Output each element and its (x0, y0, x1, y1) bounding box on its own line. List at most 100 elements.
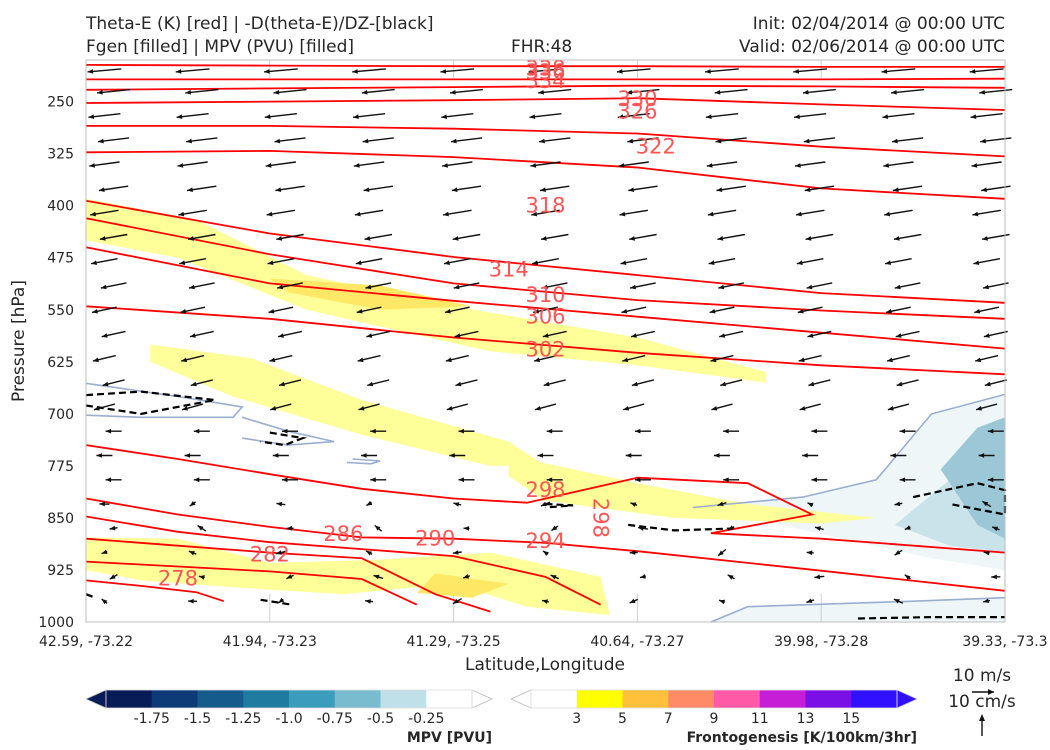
wind-vector-arrowhead (723, 428, 729, 434)
wind-vector-arrowhead (804, 187, 811, 192)
wind-vector-arrowhead (354, 211, 361, 217)
wind-vector-arrowhead (894, 501, 901, 507)
wind-vector-arrowhead (92, 357, 99, 363)
wind-vector-arrowhead (362, 138, 369, 144)
fgen-colorbar-min-extension (510, 689, 532, 709)
wind-vector-arrowhead (805, 236, 812, 241)
mpv-outline-contour-3 (692, 393, 1006, 509)
wind-vector-arrowhead (355, 260, 362, 265)
fgen-colorbar-swatch (805, 690, 852, 708)
wind-vector-arrowhead (275, 187, 282, 192)
y-tick-label: 700 (47, 407, 74, 423)
fgen-colorbar-tick-label: 15 (842, 711, 860, 727)
theta-e-contour-314 (85, 199, 1006, 304)
wind-vector-arrowhead (88, 114, 95, 119)
mpv-colorbar-swatch (334, 690, 381, 708)
wind-vector-arrowhead (542, 599, 548, 604)
wind-vector-arrowhead (279, 381, 285, 387)
wind-vector-arrowhead (189, 284, 195, 290)
wind-vector-arrowhead (363, 187, 370, 192)
wind-vector-arrowhead (814, 574, 821, 580)
mpv-colorbar-swatch (243, 690, 290, 708)
wind-vector-arrowhead (631, 381, 638, 387)
wind-vector-arrowhead (370, 477, 376, 483)
wind-vector-shaft (969, 68, 1004, 73)
wind-vector-arrowhead (267, 260, 274, 265)
fgen-colorbar-tick-label: 13 (797, 711, 815, 727)
theta-e-contour-310 (85, 217, 1006, 320)
mpv-colorbar-tick-label: -0.5 (367, 711, 394, 727)
wind-reference-horizontal-arrowhead (988, 689, 994, 695)
wind-vector-arrowhead (361, 453, 367, 458)
mpv-colorbar-tick-label: -1.75 (134, 711, 170, 727)
wind-vector-arrowhead (983, 284, 989, 290)
theta-e-contour-290 (85, 515, 602, 606)
theta-e-label-298: 298 (589, 498, 613, 538)
wind-vector-arrowhead (89, 163, 96, 168)
wind-vector-arrowhead (811, 477, 817, 483)
wind-vector-arrowhead (443, 211, 449, 217)
fgen-colorbar-swatch (714, 690, 761, 708)
wind-vector-arrowhead (537, 453, 543, 458)
wind-vector-arrowhead (370, 428, 376, 434)
wind-vector-arrowhead (887, 357, 893, 363)
fgen-colorbar-max-extension (896, 689, 918, 709)
wind-vector-arrowhead (707, 211, 714, 217)
wind-vector-arrowhead (358, 406, 365, 411)
wind-vector-arrowhead (885, 260, 891, 265)
wind-vector-arrowhead (618, 163, 625, 168)
theta-e-label-294: 294 (525, 529, 565, 553)
fgen-colorbar-swatch (668, 690, 715, 708)
wind-vector-arrowhead (446, 406, 453, 411)
x-tick-label: 40.64, -73.27 (590, 634, 684, 650)
theta-e-label-298: 298 (525, 478, 565, 502)
mpv-fill-region-2 (940, 417, 1005, 539)
wind-vector-arrowhead (987, 428, 994, 434)
wind-vector-arrowhead (96, 453, 102, 458)
wind-vector-arrowhead (353, 163, 360, 168)
wind-vector-arrowhead (268, 309, 275, 314)
wind-vector-arrowhead (450, 90, 456, 95)
wind-vector-arrowhead (441, 114, 447, 119)
mpv-colorbar-max-extension (471, 689, 493, 709)
wind-vector-shaft (440, 68, 475, 73)
wind-vector-arrowhead (798, 357, 805, 363)
wind-vector-arrowhead (540, 187, 546, 192)
fgen-colorbar-swatch (531, 690, 578, 708)
dthetae-dz-contour-1 (260, 431, 308, 447)
fgen-colorbar: 3 5 7 9 11 13 15 (510, 689, 918, 727)
wind-vector-arrowhead (540, 501, 547, 506)
wind-vector-arrowhead (802, 453, 808, 458)
wind-vector-arrowhead (983, 598, 990, 603)
plot-area: 3383363343303263223183143103063022982982… (85, 56, 1013, 623)
fgen-fill-region-5 (416, 573, 509, 598)
theta-e-contour-318 (85, 149, 1006, 200)
wind-vector-shaft (87, 68, 122, 73)
wind-vector-arrowhead (980, 138, 986, 144)
mpv-outline-layer (85, 382, 1006, 623)
y-axis: 250 325 400 475 550 625 700 775 850 925 1000 (38, 95, 74, 631)
wind-reference: 10 m/s 10 cm/s (948, 666, 1016, 736)
wind-vector-arrowhead (802, 90, 809, 95)
fgen-colorbar-swatch (622, 690, 669, 708)
wind-vector-arrowhead (893, 599, 900, 604)
wind-vector-arrowhead (634, 477, 641, 483)
wind-vector-arrowhead (278, 597, 285, 603)
theta-e-label-290: 290 (415, 527, 455, 551)
theta-e-label-282: 282 (250, 543, 290, 567)
theta-e-label-310: 310 (525, 283, 565, 307)
wind-vector-arrowhead (979, 90, 986, 95)
mpv-outline-contour-1 (241, 416, 335, 446)
wind-vector-arrowhead (796, 260, 803, 265)
wind-vector-arrowhead (713, 453, 720, 458)
wind-vector-arrowhead (463, 526, 470, 531)
theta-e-label-314: 314 (489, 258, 529, 282)
wind-vector-arrowhead (180, 309, 187, 314)
y-tick-label: 775 (47, 459, 74, 475)
mpv-outline-contour-2 (346, 458, 381, 465)
wind-vector-arrowhead (458, 428, 464, 434)
mpv-colorbar-swatch (380, 690, 427, 708)
wind-vector-arrowhead (181, 357, 188, 363)
wind-vector-arrowhead (711, 406, 718, 411)
wind-reference-horizontal-label: 10 m/s (953, 666, 1011, 686)
